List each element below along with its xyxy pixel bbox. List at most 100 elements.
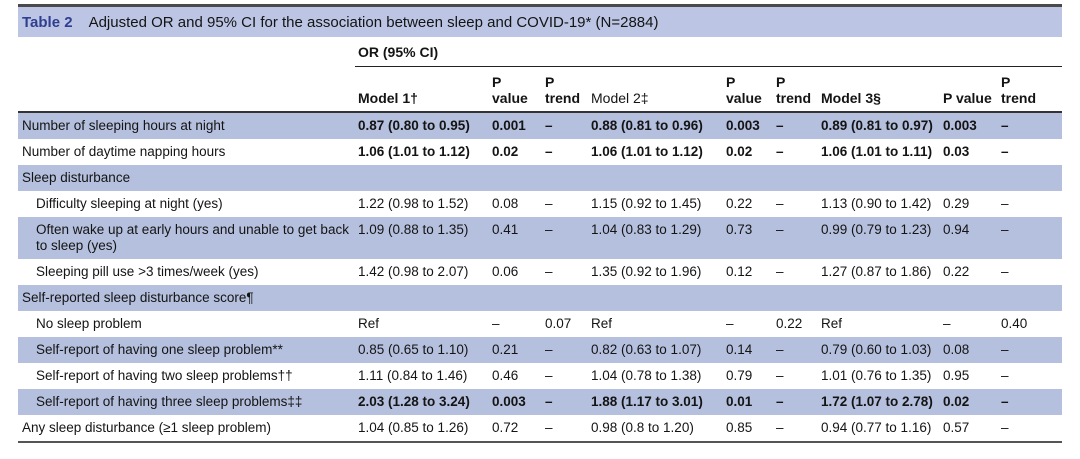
table-cell: – bbox=[545, 118, 553, 133]
table-cell: 0.003 bbox=[943, 118, 977, 133]
table-cell: – bbox=[1001, 264, 1009, 279]
table-title: Adjusted OR and 95% CI for the associati… bbox=[88, 13, 659, 31]
column-spanner-row: OR (95% CI) bbox=[18, 37, 1062, 67]
table-cell: 1.11 (0.84 to 1.46) bbox=[358, 368, 468, 383]
table-cell: – bbox=[545, 368, 553, 383]
row-label: No sleep problem bbox=[36, 316, 142, 331]
table-cell: 0.99 (0.79 to 1.23) bbox=[821, 222, 932, 237]
table-cell: 0.22 bbox=[726, 196, 753, 211]
column-header-empty bbox=[18, 102, 355, 111]
table-cell: 1.04 (0.85 to 1.26) bbox=[358, 420, 469, 435]
table-cell: 0.08 bbox=[492, 196, 519, 211]
table-cell: 1.13 (0.90 to 1.42) bbox=[821, 196, 932, 211]
table-row: No sleep problem Ref – 0.07 Ref – 0.22 Ref – 0.40 bbox=[18, 311, 1062, 337]
table-row: Self-report of having three sleep proble… bbox=[18, 389, 1062, 415]
table-cell: 0.79 bbox=[726, 368, 753, 383]
table-number-label: Table 2 bbox=[22, 13, 73, 31]
table-cell: – bbox=[545, 196, 553, 211]
table-cell: – bbox=[1001, 118, 1009, 133]
row-label: Self-report of having one sleep problem*… bbox=[36, 342, 283, 357]
table-cell: 0.01 bbox=[726, 394, 753, 409]
table-cell: 0.22 bbox=[776, 316, 803, 331]
table-cell: – bbox=[1001, 196, 1009, 211]
row-label: Sleep disturbance bbox=[22, 170, 131, 185]
table-cell: 0.08 bbox=[943, 342, 970, 357]
table-cell: 0.79 (0.60 to 1.03) bbox=[821, 342, 932, 357]
column-header: Model 3§ bbox=[821, 90, 881, 106]
column-header: Model 2‡ bbox=[591, 90, 649, 106]
table-cell: 0.73 bbox=[726, 222, 753, 237]
table-cell: 1.88 (1.17 to 3.01) bbox=[591, 394, 703, 409]
table-cell: 0.87 (0.80 to 0.95) bbox=[358, 118, 470, 133]
table-cell: 0.85 bbox=[726, 420, 753, 435]
table-cell: – bbox=[776, 264, 784, 279]
table-cell: 1.27 (0.87 to 1.86) bbox=[821, 264, 932, 279]
table-cell: – bbox=[776, 394, 784, 409]
table-row: Number of daytime napping hours 1.06 (1.0… bbox=[18, 139, 1062, 165]
table-cell: – bbox=[776, 144, 784, 159]
table-cell: 1.42 (0.98 to 2.07) bbox=[358, 264, 469, 279]
table-cell: – bbox=[776, 196, 784, 211]
table-cell: – bbox=[545, 144, 553, 159]
table-cell: 1.04 (0.83 to 1.29) bbox=[591, 222, 702, 237]
table-cell: 1.01 (0.76 to 1.35) bbox=[821, 368, 932, 383]
table-cell: 0.003 bbox=[726, 118, 760, 133]
table-cell: 0.94 bbox=[943, 222, 970, 237]
table-cell: Ref bbox=[358, 316, 380, 331]
table-row: Sleeping pill use >3 times/week (yes) 1.4… bbox=[18, 259, 1062, 285]
section-header-row: Self-reported sleep disturbance score¶ bbox=[18, 285, 1062, 311]
table-row: Any sleep disturbance (≥1 sleep problem)… bbox=[18, 415, 1062, 441]
table-cell: 1.22 (0.98 to 1.52) bbox=[358, 196, 469, 211]
table-cell: – bbox=[1001, 222, 1009, 237]
row-label: Self-reported sleep disturbance score¶ bbox=[22, 290, 254, 305]
table-cell: – bbox=[776, 222, 784, 237]
table-cell: 0.14 bbox=[726, 342, 753, 357]
table-cell: – bbox=[726, 316, 734, 331]
table-cell: 0.02 bbox=[943, 394, 970, 409]
table-cell: 0.02 bbox=[726, 144, 753, 159]
table-cell: 0.02 bbox=[492, 144, 519, 159]
table-cell: 0.95 bbox=[943, 368, 970, 383]
section-header-row: Sleep disturbance bbox=[18, 165, 1062, 191]
table-row: Often wake up at early hours and unable … bbox=[18, 217, 1062, 259]
table-cell: 0.57 bbox=[943, 420, 970, 435]
table-cell: – bbox=[545, 342, 553, 357]
table-cell: 1.35 (0.92 to 1.96) bbox=[591, 264, 702, 279]
journal-table: Table 2 Adjusted OR and 95% CI for the a… bbox=[18, 4, 1062, 443]
row-label: Any sleep disturbance (≥1 sleep problem) bbox=[22, 420, 272, 435]
table-cell: 1.72 (1.07 to 2.78) bbox=[821, 394, 933, 409]
table-row: Self-report of having two sleep problems… bbox=[18, 363, 1062, 389]
table-cell: 0.06 bbox=[492, 264, 519, 279]
table-cell: 0.85 (0.65 to 1.10) bbox=[358, 342, 469, 357]
table-cell: 0.07 bbox=[545, 316, 572, 331]
table-cell: 1.06 (1.01 to 1.12) bbox=[358, 144, 470, 159]
table-cell: – bbox=[776, 368, 784, 383]
table-cell: 0.46 bbox=[492, 368, 519, 383]
table-cell: – bbox=[1001, 144, 1009, 159]
table-cell: 0.41 bbox=[492, 222, 519, 237]
spanner-label: OR (95% CI) bbox=[358, 43, 439, 60]
column-header: Model 1† bbox=[358, 90, 418, 106]
table-row: Self-report of having one sleep problem*… bbox=[18, 337, 1062, 363]
table-cell: – bbox=[545, 222, 553, 237]
table-row: Difficulty sleeping at night (yes) 1.22 (… bbox=[18, 191, 1062, 217]
table-cell: 0.94 (0.77 to 1.16) bbox=[821, 420, 932, 435]
table-cell: 0.21 bbox=[492, 342, 519, 357]
table-cell: – bbox=[545, 264, 553, 279]
table-cell: 1.09 (0.88 to 1.35) bbox=[358, 222, 469, 237]
column-header: P trend bbox=[1001, 74, 1036, 106]
table-cell: 1.06 (1.01 to 1.12) bbox=[591, 144, 703, 159]
row-label: Sleeping pill use >3 times/week (yes) bbox=[36, 264, 259, 279]
table-cell: Ref bbox=[591, 316, 613, 331]
table-cell: – bbox=[1001, 394, 1009, 409]
table-cell: 0.03 bbox=[943, 144, 970, 159]
table-cell: 0.88 (0.81 to 0.96) bbox=[591, 118, 703, 133]
table-cell: Ref bbox=[821, 316, 843, 331]
row-label: Self-report of having two sleep problems… bbox=[36, 368, 293, 383]
table-cell: – bbox=[943, 316, 951, 331]
table-cell: – bbox=[1001, 368, 1009, 383]
table-cell: 0.82 (0.63 to 1.07) bbox=[591, 342, 702, 357]
column-header: P value bbox=[943, 90, 992, 106]
table-cell: 0.40 bbox=[1001, 316, 1028, 331]
column-header: P trend bbox=[776, 74, 811, 106]
